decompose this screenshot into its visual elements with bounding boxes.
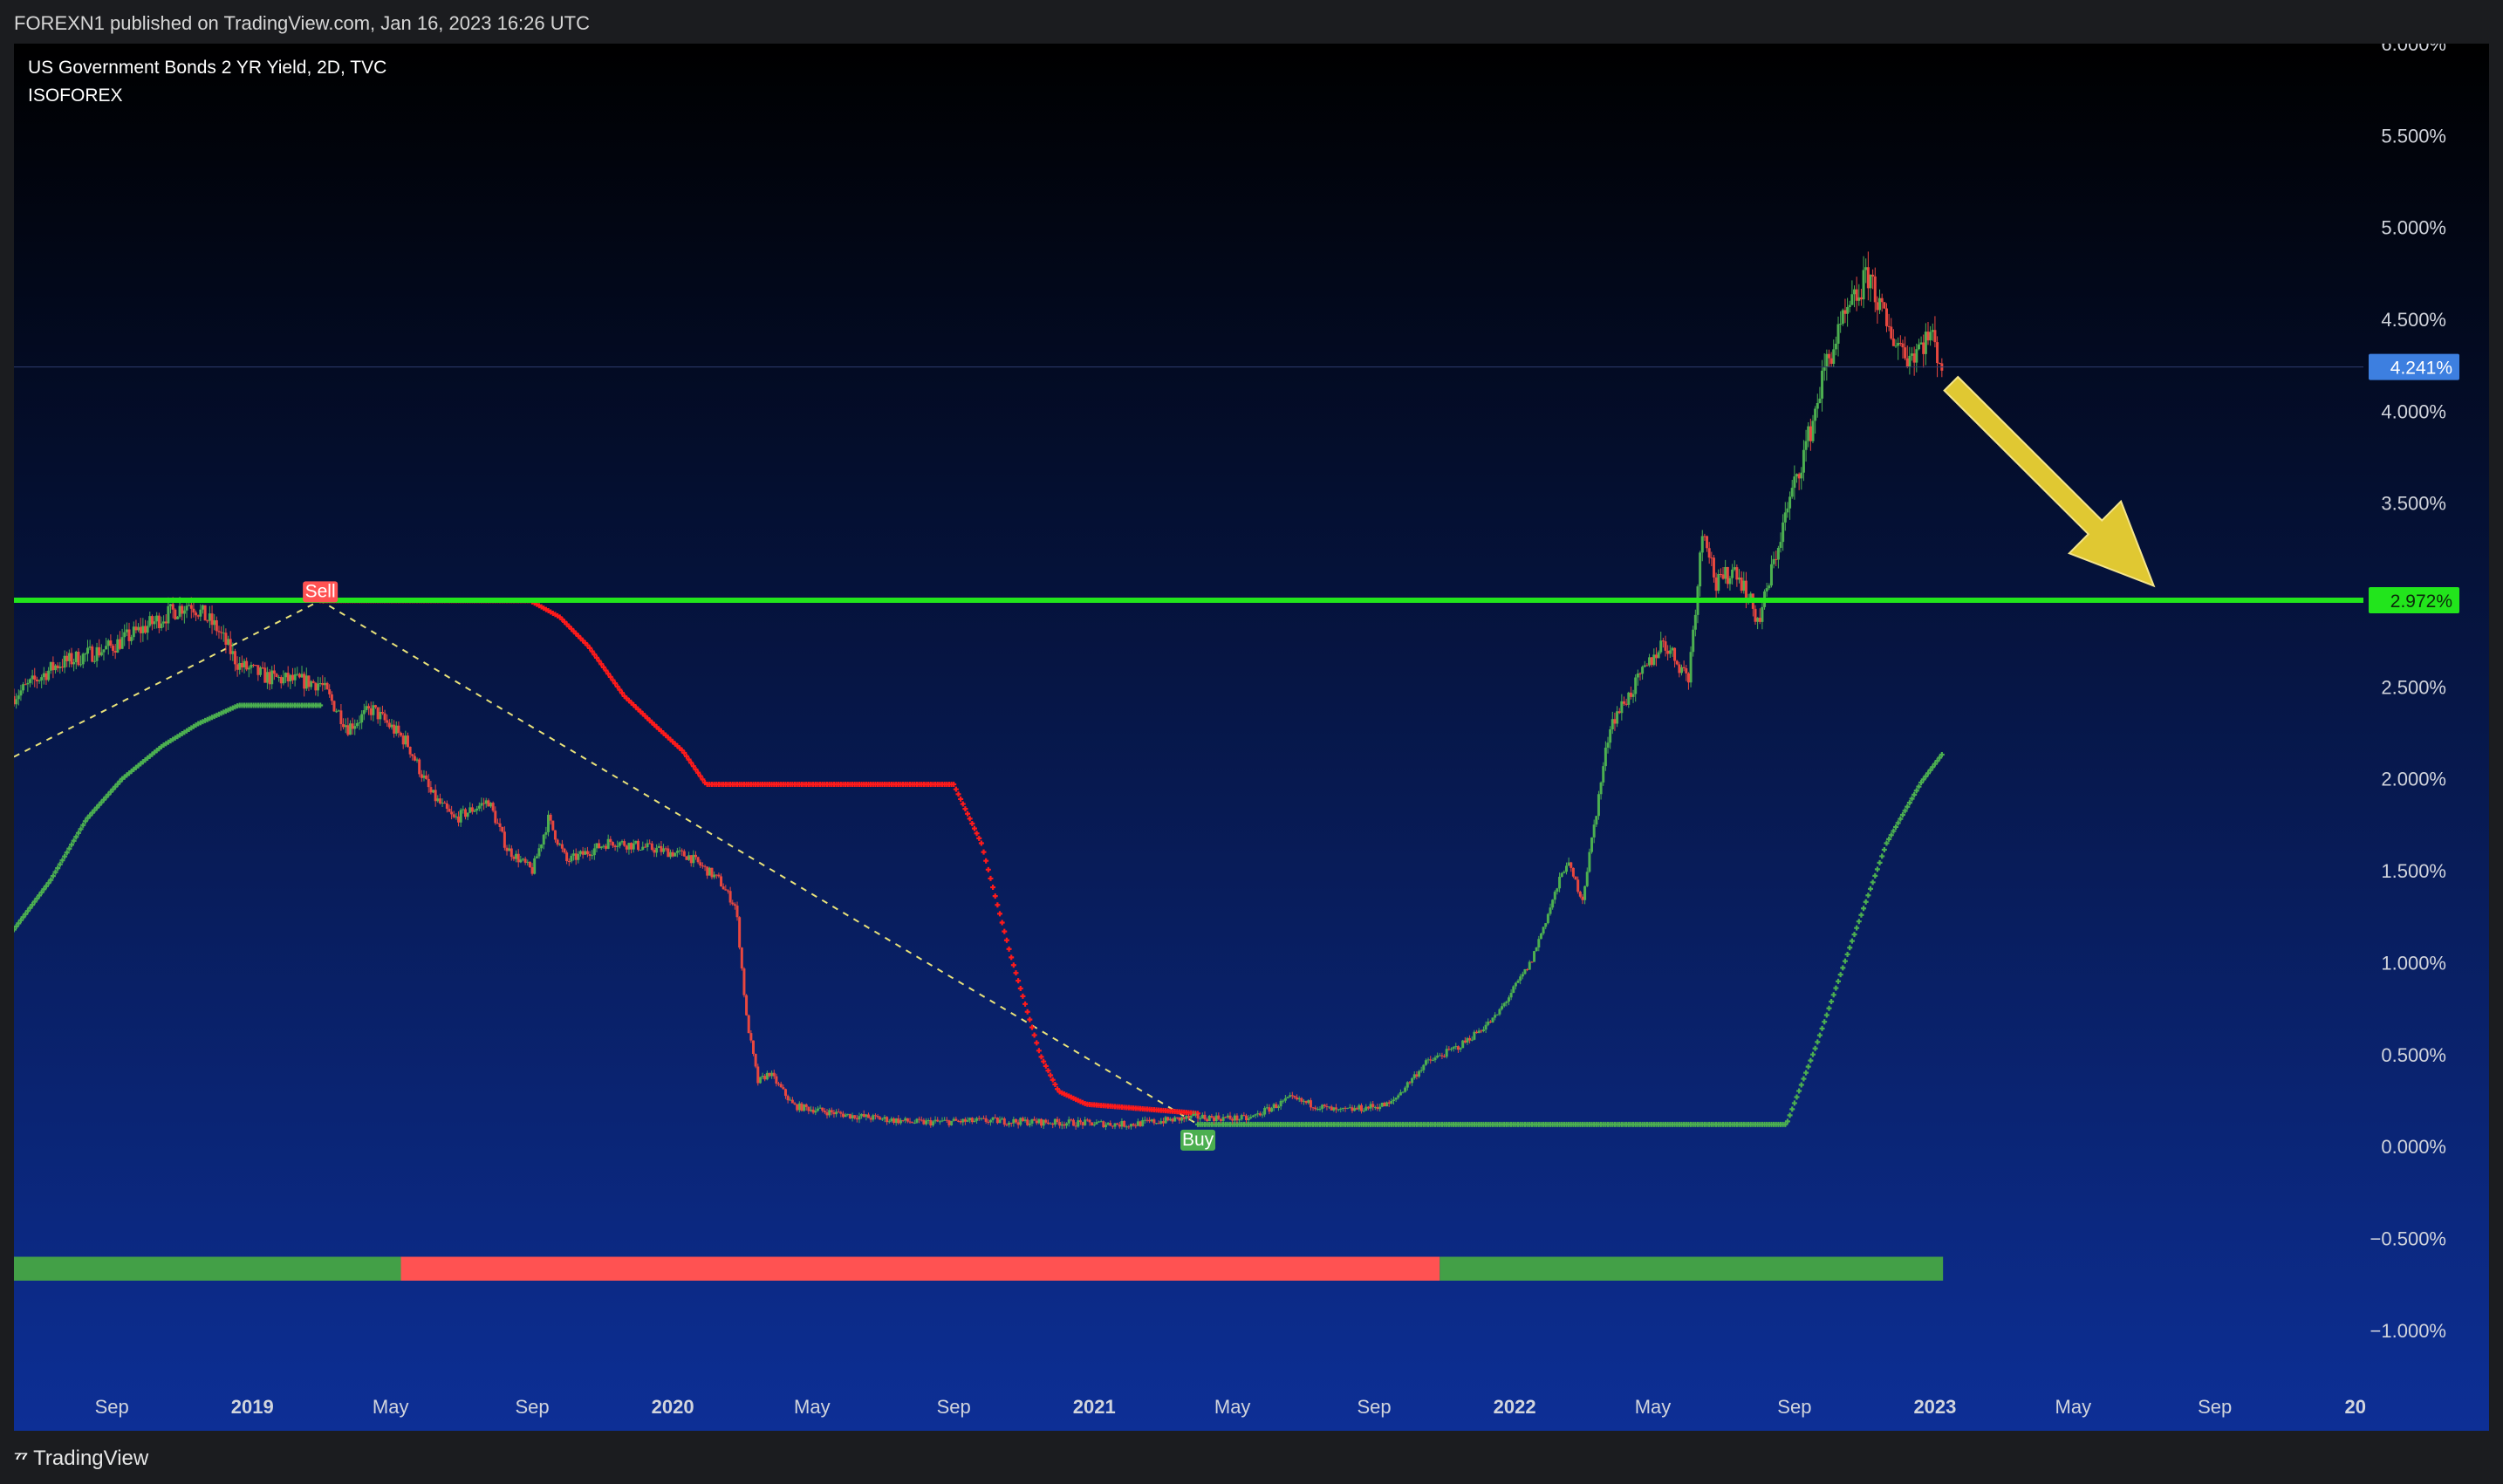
trend-band — [14, 1256, 1944, 1281]
y-tick-label: 4.000% — [2381, 400, 2446, 422]
y-tick-label: 4.500% — [2381, 309, 2446, 331]
y-tick-label: 0.000% — [2381, 1136, 2446, 1158]
y-tick-label: −1.000% — [2370, 1320, 2446, 1342]
x-tick-label: 2022 — [1494, 1396, 1536, 1418]
trend-band-segment-3 — [1440, 1256, 1944, 1281]
tradingview-logo-icon: ⁷⁷ — [14, 1447, 28, 1469]
y-tick-label: 2.000% — [2381, 769, 2446, 790]
y-tick-label: −0.500% — [2370, 1228, 2446, 1249]
forecast-arrow — [1943, 375, 2156, 588]
x-tick-label: 20 — [2345, 1396, 2366, 1418]
x-tick-label: May — [1214, 1396, 1251, 1418]
signals: Sell Buy — [303, 581, 1216, 1151]
y-tick-label: 5.000% — [2381, 217, 2446, 239]
trailing-stop-green-1-markers — [14, 702, 324, 933]
x-tick-label: 2020 — [652, 1396, 694, 1418]
last-price-badge: 4.241% — [2369, 353, 2459, 380]
x-axis[interactable]: Sep 2019 May Sep 2020 May Sep 2021 May Sep 2022 May… — [95, 1396, 2366, 1418]
footer-brand[interactable]: ⁷⁷ TradingView — [14, 1446, 148, 1471]
signal-sell: Sell — [303, 581, 339, 603]
plot-background — [14, 44, 2489, 1431]
x-tick-label: Sep — [1777, 1396, 1811, 1418]
signal-sell-badge — [303, 581, 339, 603]
y-tick-label: 0.500% — [2381, 1044, 2446, 1066]
x-tick-label: Sep — [95, 1396, 129, 1418]
trailing-stop-green-2-markers — [1195, 752, 1945, 1127]
candles — [14, 251, 1944, 1131]
last-price-badge-bg — [2369, 353, 2459, 380]
indicator-name: ISOFOREX — [28, 85, 123, 106]
brand-label: TradingView — [33, 1446, 149, 1470]
legend: US Government Bonds 2 YR Yield, 2D, TVC … — [28, 58, 386, 106]
publisher-bar: FOREXN1 published on TradingView.com, Ja… — [0, 0, 2503, 44]
chart-panel[interactable]: Sell Buy 6.000% 5.500% 5.000% 4.500% 4.000% 3.… — [14, 44, 2489, 1431]
level-lines — [14, 366, 2363, 603]
y-tick-label: 6.000% — [2381, 44, 2446, 55]
x-tick-label: May — [794, 1396, 831, 1418]
y-tick-label: 3.500% — [2381, 493, 2446, 515]
chart-title: US Government Bonds 2 YR Yield, 2D, TVC — [28, 58, 386, 78]
forecast-arrow-shape — [1943, 375, 2156, 588]
x-tick-label: 2023 — [1913, 1396, 1956, 1418]
y-axis[interactable]: 6.000% 5.500% 5.000% 4.500% 4.000% 3.500% 2.50… — [2369, 44, 2459, 1342]
x-tick-label: Sep — [1357, 1396, 1391, 1418]
trailing-stop-green-1 — [14, 702, 324, 933]
signal-sell-label: Sell — [305, 581, 336, 601]
signal-buy-badge — [1180, 1129, 1216, 1151]
trend-band-segment-1 — [14, 1256, 401, 1281]
x-tick-label: May — [373, 1396, 409, 1418]
support-price-badge: 2.972% — [2369, 586, 2459, 613]
y-tick-label: 2.500% — [2381, 676, 2446, 698]
x-tick-label: Sep — [937, 1396, 971, 1418]
y-tick-label: 1.000% — [2381, 952, 2446, 974]
x-tick-label: Sep — [515, 1396, 549, 1418]
signal-buy-label: Buy — [1182, 1130, 1214, 1150]
trend-band-segment-2 — [400, 1256, 1440, 1281]
support-price-badge-label: 2.972% — [2390, 592, 2452, 612]
trailing-stop-green-2 — [1195, 752, 1945, 1127]
price-chart[interactable]: Sell Buy 6.000% 5.500% 5.000% 4.500% 4.000% 3.… — [14, 44, 2489, 1431]
signal-buy: Buy — [1180, 1129, 1216, 1151]
x-tick-label: Sep — [2198, 1396, 2232, 1418]
support-price-badge-bg — [2369, 586, 2459, 613]
x-tick-label: May — [2055, 1396, 2092, 1418]
publisher-text: FOREXN1 published on TradingView.com, Ja… — [14, 12, 590, 34]
last-price-badge-label: 4.241% — [2390, 359, 2452, 379]
x-tick-label: May — [1635, 1396, 1672, 1418]
y-tick-label: 5.500% — [2381, 125, 2446, 147]
y-tick-label: 1.500% — [2381, 860, 2446, 882]
x-tick-label: 2019 — [231, 1396, 274, 1418]
footer-bar: ⁷⁷ TradingView — [0, 1431, 2503, 1484]
x-tick-label: 2021 — [1073, 1396, 1116, 1418]
